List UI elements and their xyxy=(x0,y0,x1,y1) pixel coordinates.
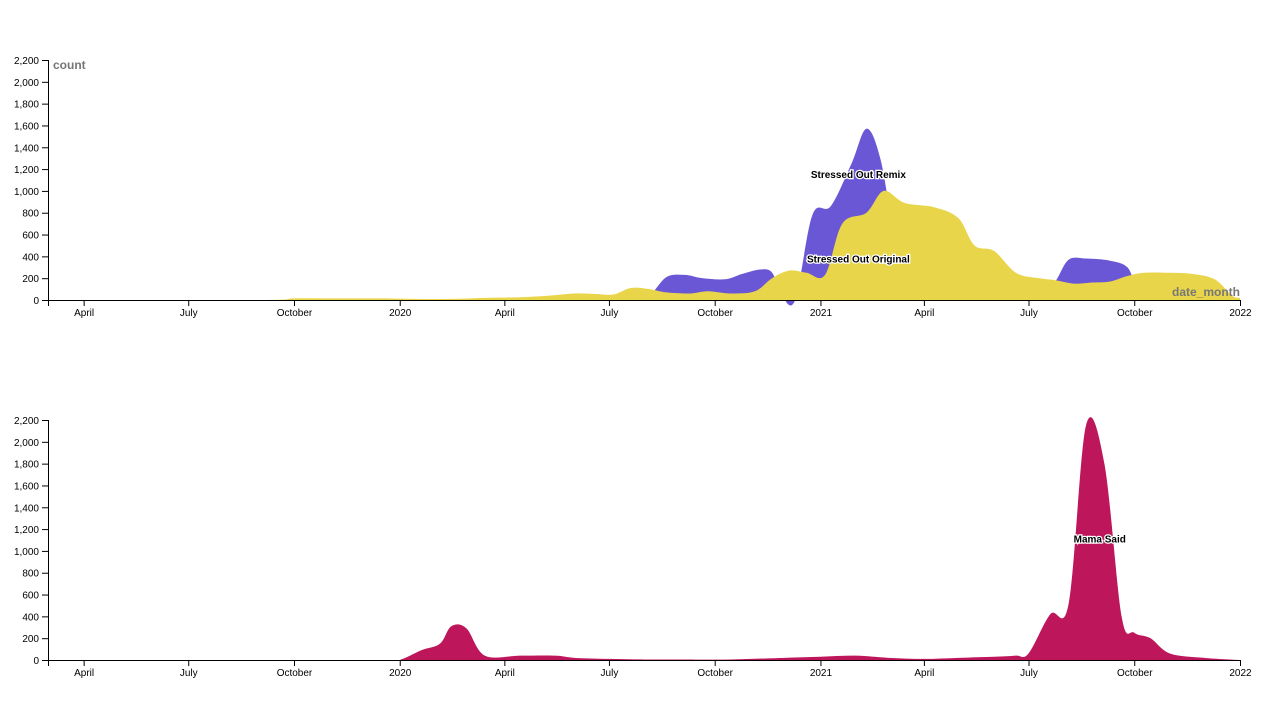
x-tick-label: July xyxy=(180,308,198,319)
series-area-mama-said[interactable] xyxy=(48,417,1240,661)
y-tick-label: 1,200 xyxy=(14,525,39,536)
x-axis-line xyxy=(48,660,1241,666)
y-tick-label: 800 xyxy=(22,569,39,580)
chart-panel-1: 0 200 400 600 800 1,000 1,200 1,400 1,600 1,800 2,… xyxy=(14,56,1252,319)
y-tick-label: 2,200 xyxy=(14,56,39,67)
x-tick-label: July xyxy=(1020,308,1038,319)
y-tick-label: 1,600 xyxy=(14,481,39,492)
y-tick-label: 1,000 xyxy=(14,187,39,198)
x-tick-label: October xyxy=(277,668,313,679)
x-tick-label: October xyxy=(1117,308,1153,319)
y-tick-label: 1,000 xyxy=(14,547,39,558)
x-tick-label: October xyxy=(277,308,313,319)
y-tick-label: 200 xyxy=(22,274,39,285)
y-tick-label: 1,800 xyxy=(14,100,39,111)
x-axis-line xyxy=(48,300,1241,306)
x-axis: April July October 2020 April July October 2021… xyxy=(48,660,1252,679)
x-tick-label: April xyxy=(74,308,94,319)
x-tick-label: July xyxy=(601,668,619,679)
x-tick-label: October xyxy=(697,668,733,679)
x-tick-label: 2020 xyxy=(389,668,412,679)
y-tick-label: 2,000 xyxy=(14,438,39,449)
y-axis: 0 200 400 600 800 1,000 1,200 1,400 1,600 1,800 2,… xyxy=(14,416,49,667)
x-tick-label: July xyxy=(601,308,619,319)
y-tick-label: 600 xyxy=(22,231,39,242)
series-label-stressed-out-original: Stressed Out Original xyxy=(807,255,910,266)
series-area-stressed-out-remix[interactable] xyxy=(48,128,1240,306)
chart-panel-2: 0 200 400 600 800 1,000 1,200 1,400 1,600 1,800 2,… xyxy=(14,416,1252,679)
y-axis-line xyxy=(42,420,49,661)
x-axis-title: date_month xyxy=(1172,285,1240,299)
x-tick-label: 2022 xyxy=(1229,308,1252,319)
y-tick-label: 2,000 xyxy=(14,78,39,89)
y-tick-label: 0 xyxy=(33,656,39,667)
y-axis-title: count xyxy=(53,58,86,72)
x-tick-label: April xyxy=(914,308,934,319)
x-tick-label: July xyxy=(180,668,198,679)
x-tick-label: 2021 xyxy=(810,308,833,319)
y-tick-label: 400 xyxy=(22,612,39,623)
y-tick-label: 0 xyxy=(33,296,39,307)
y-tick-label: 200 xyxy=(22,634,39,645)
y-tick-label: 1,800 xyxy=(14,460,39,471)
x-tick-label: April xyxy=(74,668,94,679)
y-tick-label: 1,600 xyxy=(14,121,39,132)
x-tick-label: 2020 xyxy=(389,308,412,319)
x-tick-label: April xyxy=(495,668,515,679)
y-tick-label: 800 xyxy=(22,209,39,220)
y-tick-label: 400 xyxy=(22,252,39,263)
x-tick-label: July xyxy=(1020,668,1038,679)
x-tick-label: April xyxy=(914,668,934,679)
y-tick-label: 600 xyxy=(22,591,39,602)
x-tick-label: October xyxy=(697,308,733,319)
x-tick-label: October xyxy=(1117,668,1153,679)
y-tick-label: 2,200 xyxy=(14,416,39,427)
y-axis: 0 200 400 600 800 1,000 1,200 1,400 1,600 1,800 2,… xyxy=(14,56,49,307)
y-axis-line xyxy=(42,60,49,301)
x-tick-label: 2022 xyxy=(1229,668,1252,679)
series-label-stressed-out-remix: Stressed Out Remix xyxy=(811,170,906,181)
x-tick-label: 2021 xyxy=(810,668,833,679)
y-tick-label: 1,200 xyxy=(14,165,39,176)
y-tick-label: 1,400 xyxy=(14,143,39,154)
y-tick-label: 1,400 xyxy=(14,503,39,514)
x-axis: April July October 2020 April July October 2021… xyxy=(48,300,1252,319)
series-area-stressed-out-original[interactable] xyxy=(48,190,1240,301)
x-tick-label: April xyxy=(495,308,515,319)
series-label-mama-said: Mama Said xyxy=(1074,534,1126,545)
